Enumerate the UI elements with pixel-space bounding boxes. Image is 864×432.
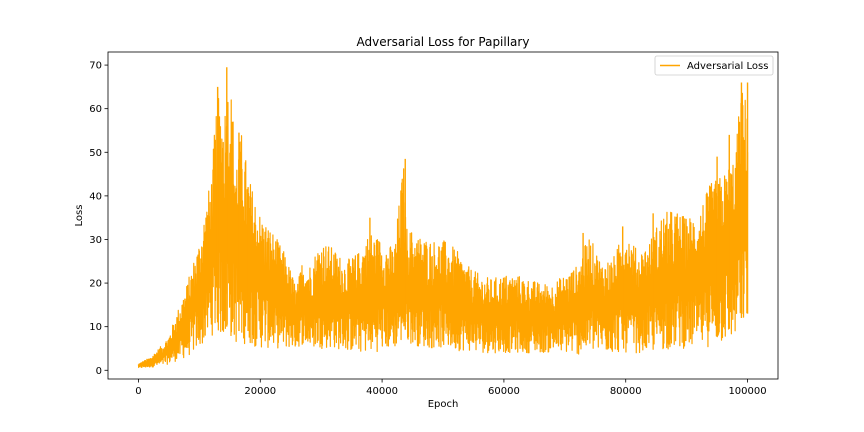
y-tick-label: 50 [89,148,102,159]
x-tick-label: 60000 [488,386,520,397]
series-line-adversarial-loss [137,87,749,369]
y-tick-label: 60 [89,104,102,115]
legend-label: Adversarial Loss [687,61,768,72]
x-tick-label: 80000 [610,386,642,397]
legend-box [654,55,774,76]
chart-title: Adversarial Loss for Papillary [357,35,530,49]
y-tick-label: 10 [89,322,102,333]
y-tick-label: 30 [89,235,102,246]
y-tick-label: 20 [89,279,102,290]
x-tick-label: 40000 [366,386,398,397]
legend: Adversarial Loss [654,55,774,76]
y-axis-label: Loss [74,205,85,227]
y-tick-label: 70 [89,61,102,72]
x-axis-label: Epoch [428,399,459,410]
x-tick-label: 20000 [244,386,276,397]
x-axis-ticks: 0 20000 40000 60000 80000 100000 [135,379,767,397]
x-tick-label: 0 [135,386,141,397]
y-axis-ticks: 0 10 20 30 40 50 60 70 [89,61,108,377]
axes-frame [107,51,779,380]
y-tick-label: 40 [89,191,102,202]
plot-data-layer [137,67,749,369]
x-tick-label: 100000 [728,386,766,397]
y-tick-label: 0 [96,366,102,377]
